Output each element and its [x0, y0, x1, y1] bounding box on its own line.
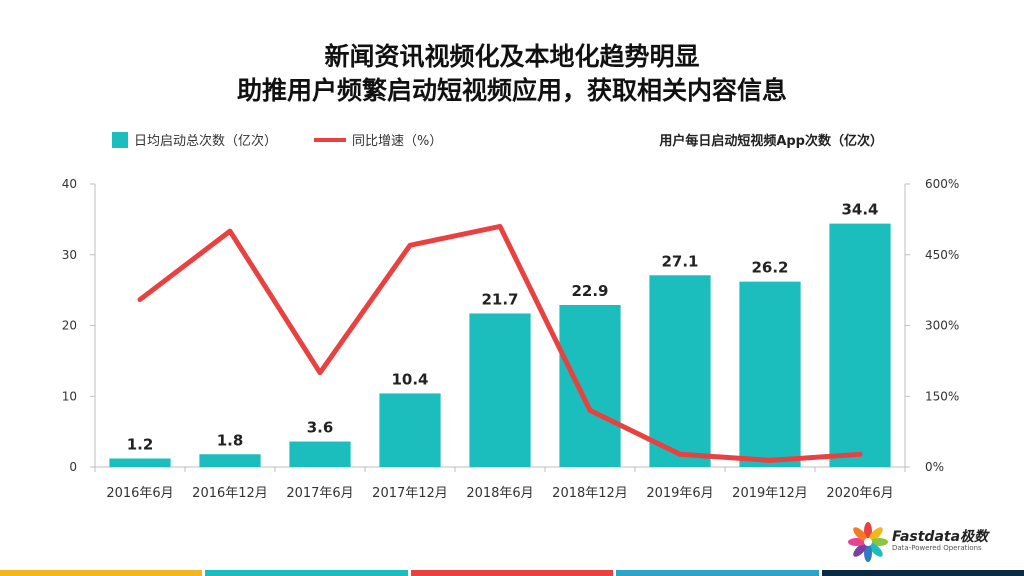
strip-segment — [821, 570, 1024, 576]
legend-line-label: 同比增速（%） — [352, 134, 442, 149]
y-right-tick-label: 600% — [925, 177, 959, 191]
x-tick-label: 2018年6月 — [466, 486, 533, 501]
brand-logo: Fastdata极数 Data-Powered Operations — [846, 520, 1016, 562]
flower-logo-icon — [848, 522, 888, 562]
bar — [559, 304, 621, 467]
y-left-tick-label: 20 — [62, 319, 77, 333]
y-left-tick-label: 30 — [62, 248, 77, 262]
x-tick-label: 2016年12月 — [192, 486, 268, 501]
bar-data-label: 1.2 — [127, 436, 154, 454]
bar — [469, 313, 531, 467]
y-right-tick-label: 300% — [925, 319, 959, 333]
bar-data-label: 22.9 — [571, 282, 608, 300]
bar — [199, 454, 261, 467]
title-line-1: 新闻资讯视频化及本地化趋势明显 — [324, 42, 700, 71]
y-right-tick-label: 450% — [925, 248, 959, 262]
x-tick-label: 2018年12月 — [552, 486, 628, 501]
legend-bar-label: 日均启动总次数（亿次） — [134, 133, 277, 149]
y-left-tick-label: 40 — [62, 177, 77, 191]
x-tick-label: 2019年12月 — [732, 486, 808, 501]
bar-data-label: 10.4 — [391, 370, 428, 388]
x-tick-label: 2020年6月 — [826, 486, 893, 501]
bar-data-label: 3.6 — [307, 419, 334, 437]
strip-segment — [205, 570, 408, 576]
bar — [379, 393, 441, 467]
bar-data-label: 1.8 — [217, 431, 244, 449]
y-right-tick-label: 150% — [925, 389, 959, 403]
bar — [289, 441, 351, 467]
y-left-tick-label: 0 — [69, 460, 77, 474]
y-left-tick-label: 10 — [62, 389, 77, 403]
strip-segment — [616, 570, 819, 576]
chart-subtitle: 用户每日启动短视频App次数（亿次） — [658, 133, 883, 149]
bar — [109, 458, 171, 467]
chart-title: 新闻资讯视频化及本地化趋势明显 助推用户频繁启动短视频应用，获取相关内容信息 — [0, 40, 1024, 108]
bar — [739, 281, 801, 467]
x-tick-label: 2017年12月 — [372, 486, 448, 501]
growth-line — [137, 223, 863, 463]
legend-bar-swatch — [112, 132, 128, 148]
title-line-2: 助推用户频繁启动短视频应用，获取相关内容信息 — [236, 76, 787, 105]
bar — [649, 275, 711, 467]
growth-last-label: 26.9% — [836, 424, 885, 440]
bar-data-label: 21.7 — [481, 290, 518, 308]
bar — [829, 223, 891, 467]
strip-segment — [410, 570, 614, 576]
x-tick-label: 2017年6月 — [286, 486, 353, 501]
x-tick-label: 2016年6月 — [106, 486, 173, 501]
bar-data-label: 34.4 — [841, 201, 878, 219]
plot-area: 0 10 20 30 40 0% 150% 300% 450% 600% 2016年6月 2016年1… — [62, 177, 960, 501]
brand-tagline: Data-Powered Operations — [892, 544, 982, 552]
y-right-tick-label: 0% — [925, 460, 944, 474]
legend: 日均启动总次数（亿次） 同比增速（%） — [112, 132, 442, 149]
strip-segment — [0, 570, 203, 576]
bar-data-label: 27.1 — [661, 252, 698, 270]
x-tick-label: 2019年6月 — [646, 486, 713, 501]
bar-data-label: 26.2 — [751, 259, 788, 277]
bottom-color-strip — [0, 570, 1024, 576]
brand-name: Fastdata极数 — [892, 529, 989, 545]
